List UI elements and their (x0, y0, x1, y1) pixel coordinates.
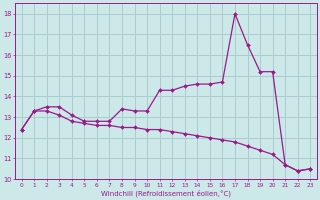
X-axis label: Windchill (Refroidissement éolien,°C): Windchill (Refroidissement éolien,°C) (101, 189, 231, 197)
